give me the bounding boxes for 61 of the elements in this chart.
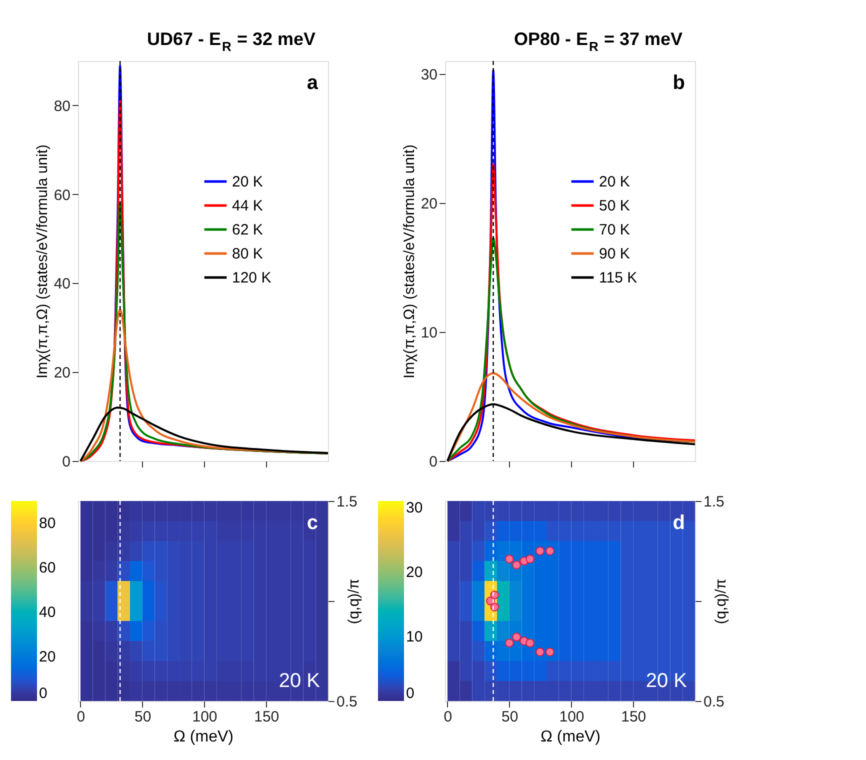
y-tick-label: 0 — [62, 454, 70, 470]
y-tick-label: 0 — [429, 454, 438, 470]
line-series — [79, 202, 329, 462]
legend-label: 115 K — [599, 270, 638, 286]
point — [526, 554, 534, 564]
y-tick-label: 80 — [54, 98, 70, 115]
x-tick-label: 50 — [134, 708, 152, 726]
x-tick-label: 0 — [76, 708, 86, 726]
point — [512, 632, 521, 642]
y-tick-label: 40 — [54, 276, 70, 293]
line-series — [446, 372, 696, 462]
legend-label: 20 K — [599, 174, 630, 190]
color-bar-label: 0 — [406, 685, 414, 702]
color-bar-label: 60 — [39, 560, 56, 577]
point — [504, 638, 514, 648]
color-bar-label: 30 — [406, 499, 423, 516]
x-axis-title: Ω (meV) — [540, 728, 600, 746]
y-tick-label: 0.5 — [336, 694, 358, 710]
x-tick-label: 0 — [444, 708, 452, 726]
y-tick-label: 20 — [420, 195, 438, 212]
y-tick-label: 20 — [54, 364, 70, 382]
annotation: 20 K — [646, 670, 688, 692]
line-series — [446, 163, 696, 462]
x-tick-label: 150 — [254, 708, 280, 726]
legend-label: 50 K — [599, 198, 630, 214]
color-bar-label: 10 — [406, 628, 423, 646]
x-tick-label: 150 — [621, 708, 646, 726]
annotation: a — [306, 72, 319, 94]
point — [526, 638, 534, 648]
color-bar-label: 0 — [39, 685, 48, 702]
y-tick-label: 1.5 — [336, 494, 358, 510]
annotation: 20 K — [278, 670, 321, 692]
legend-label: 44 K — [232, 198, 263, 214]
x-tick-label: 50 — [502, 708, 518, 726]
x-tick-label: 100 — [192, 708, 218, 726]
y-tick-label: 30 — [420, 66, 438, 84]
point — [512, 560, 521, 570]
x-axis-title: Ω (meV) — [174, 728, 234, 746]
annotation: d — [672, 512, 685, 534]
y-axis-title: (q,q)/π — [345, 578, 362, 624]
legend-label: 62 K — [232, 222, 263, 238]
point — [504, 554, 514, 564]
color-bar-label: 40 — [39, 604, 56, 622]
legend-label: 70 K — [599, 222, 630, 238]
y-tick-label: 0.5 — [704, 694, 724, 710]
color-bar-label: 80 — [39, 515, 56, 532]
legend-label: 80 K — [232, 246, 263, 262]
legend-label: 20 K — [232, 174, 263, 190]
color-bar-label: 20 — [406, 564, 423, 581]
y-axis-title: (q,q)/π — [712, 578, 730, 624]
annotation: c — [306, 512, 318, 534]
x-tick-label: 100 — [559, 708, 584, 726]
color-bar-label: 20 — [39, 648, 56, 666]
annotation: b — [672, 72, 685, 94]
y-axis-title: Imχ(π,π,Ω) (states/eV/formula unit) — [34, 144, 51, 379]
y-tick-label: 10 — [420, 324, 438, 342]
y-axis-title: Imχ(π,π,Ω) (states/eV/formula unit) — [400, 144, 418, 379]
legend-label: 90 K — [599, 246, 630, 262]
y-tick-label: 1.5 — [704, 494, 724, 510]
legend-label: 120 K — [232, 270, 272, 286]
y-tick-label: 60 — [54, 186, 70, 204]
